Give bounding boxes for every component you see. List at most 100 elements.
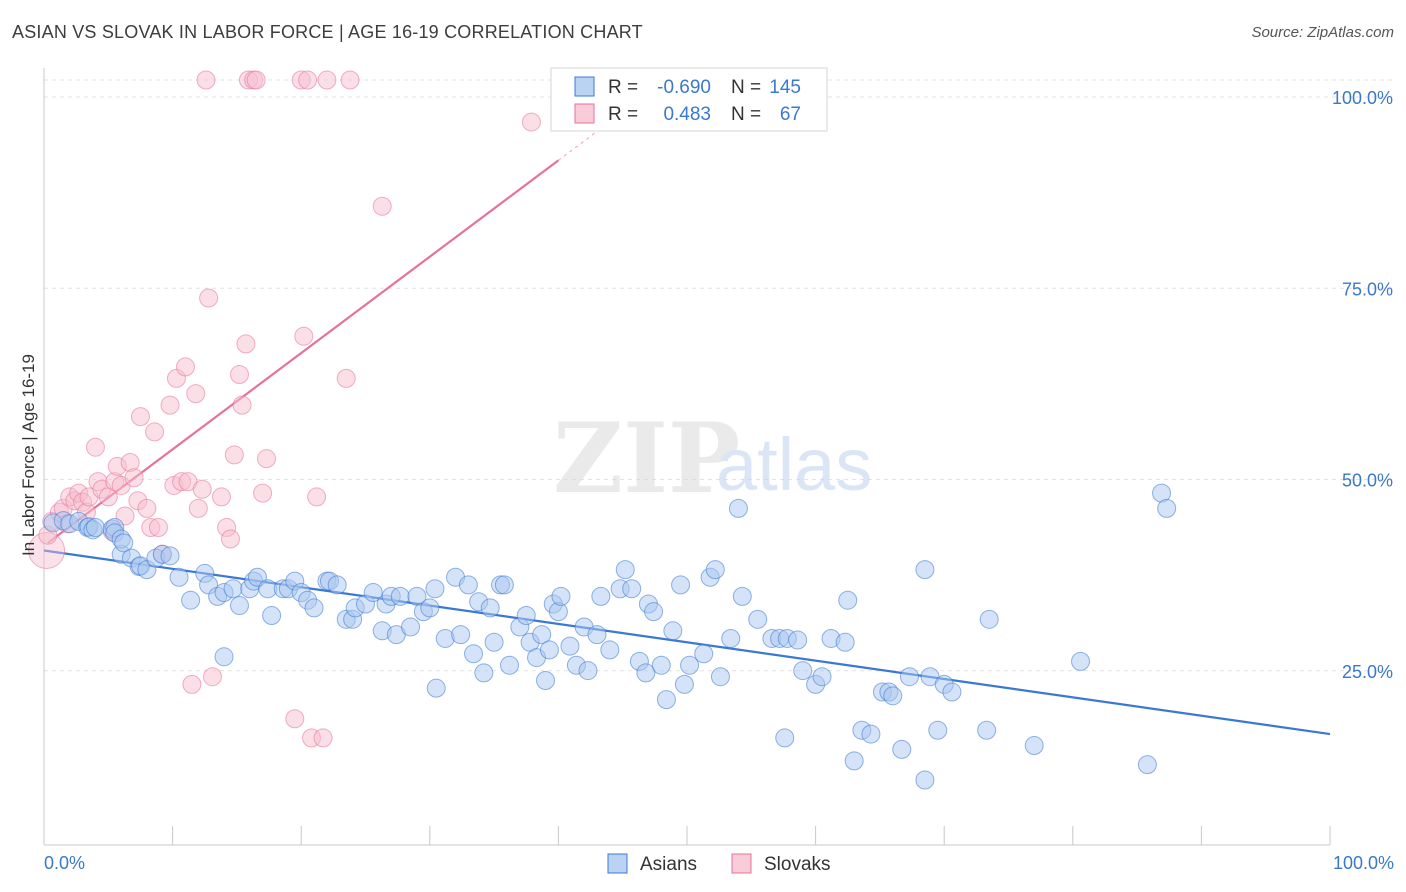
- slovak-point: [372, 196, 392, 216]
- asian-point: [426, 678, 446, 698]
- slovak-point: [256, 449, 276, 469]
- asian-point: [942, 682, 962, 702]
- asian-point: [114, 533, 134, 553]
- slovak-point: [313, 728, 333, 748]
- legend-r-value-asians: -0.690: [657, 77, 711, 98]
- asian-point: [883, 686, 903, 706]
- watermark: ZIP atlas: [553, 402, 872, 515]
- asian-point: [536, 671, 556, 691]
- slovaks-trend-extension: [558, 126, 604, 161]
- asian-point: [532, 625, 552, 645]
- asian-point: [788, 630, 808, 650]
- asian-point: [214, 647, 234, 667]
- slovak-point: [298, 70, 318, 90]
- y-tick-label-75: 75.0%: [1342, 279, 1393, 299]
- legend-r-label-slovaks: R =: [608, 104, 638, 125]
- y-tick-label-50: 50.0%: [1342, 471, 1393, 491]
- asian-point: [928, 720, 948, 740]
- asian-point: [674, 674, 694, 694]
- slovak-point: [232, 395, 252, 415]
- slovak-point: [521, 112, 541, 132]
- slovak-point: [145, 422, 165, 442]
- slovak-point: [182, 674, 202, 694]
- asian-point: [651, 655, 671, 675]
- slovak-point: [199, 288, 219, 308]
- slovak-point: [246, 70, 266, 90]
- legend-n-label-asians: N =: [731, 77, 761, 98]
- legend-n-value-slovaks: 67: [780, 104, 801, 125]
- watermark-zip: ZIP: [553, 402, 740, 515]
- slovak-point: [229, 365, 249, 385]
- asian-point: [793, 661, 813, 681]
- asian-point: [223, 579, 243, 599]
- y-tick-label-100: 100.0%: [1332, 88, 1393, 108]
- asian-point: [425, 579, 445, 599]
- asian-point: [484, 632, 504, 652]
- bottom-legend: Asians Slovaks: [607, 853, 831, 875]
- asian-point: [710, 667, 730, 687]
- asian-point: [615, 560, 635, 580]
- bottom-legend-swatch-slovaks: [731, 853, 752, 874]
- asian-point: [694, 644, 714, 664]
- asian-point: [494, 575, 514, 595]
- slovak-point: [336, 368, 356, 388]
- bottom-legend-swatch-asians: [607, 853, 628, 874]
- slovak-point: [186, 384, 206, 404]
- asian-point: [551, 586, 571, 606]
- slovak-point: [340, 70, 360, 90]
- asian-point: [587, 625, 607, 645]
- asian-point: [977, 720, 997, 740]
- slovak-point: [285, 709, 305, 729]
- asian-point: [861, 724, 881, 744]
- legend-n-value-asians: 145: [769, 77, 801, 98]
- asian-point: [160, 546, 180, 566]
- legend-swatch-asians: [574, 76, 595, 97]
- asian-point: [229, 596, 249, 616]
- legend-box: R = -0.690 N = 145 R = 0.483 N = 67: [550, 67, 828, 132]
- asian-point: [1071, 651, 1091, 671]
- asian-point: [464, 644, 484, 664]
- slovak-point: [124, 468, 144, 488]
- slovak-point: [211, 487, 231, 507]
- asian-point: [85, 518, 105, 538]
- asian-point: [451, 625, 471, 645]
- asian-point: [838, 590, 858, 610]
- asian-point: [363, 583, 383, 603]
- x-tick-label-min: 0.0%: [44, 853, 85, 873]
- asian-point: [516, 606, 536, 625]
- asian-point: [578, 661, 598, 681]
- slovak-point: [294, 326, 314, 346]
- asian-point: [181, 590, 201, 610]
- legend-n-label-slovaks: N =: [731, 104, 761, 125]
- bottom-legend-label-asians: Asians: [640, 854, 697, 875]
- asian-point: [899, 667, 919, 687]
- asian-point: [500, 655, 520, 675]
- asian-point: [775, 728, 795, 748]
- slovak-point: [220, 529, 240, 549]
- slovak-point: [160, 395, 180, 415]
- asian-point: [169, 567, 189, 587]
- y-tick-labels: 25.0% 50.0% 75.0% 100.0%: [1332, 88, 1393, 682]
- asian-point: [680, 655, 700, 675]
- chart-title: ASIAN VS SLOVAK IN LABOR FORCE | AGE 16-…: [12, 22, 643, 42]
- chart-source: Source: ZipAtlas.com: [1251, 24, 1394, 41]
- slovak-point: [196, 70, 216, 90]
- asian-point: [844, 751, 864, 771]
- bottom-legend-label-slovaks: Slovaks: [764, 854, 831, 875]
- slovak-point: [130, 407, 150, 427]
- asian-point: [622, 579, 642, 599]
- asian-point: [812, 667, 832, 687]
- slovaks-points: [28, 70, 613, 748]
- asian-point: [705, 560, 725, 580]
- slovak-point: [317, 70, 337, 90]
- slovak-point: [192, 479, 212, 499]
- asians-points: [43, 483, 1177, 790]
- asian-point: [262, 606, 282, 625]
- slovak-point: [137, 498, 157, 518]
- asian-point: [304, 598, 324, 618]
- slovak-point: [307, 487, 327, 507]
- legend-box-frame: [550, 67, 828, 132]
- slovak-point: [224, 445, 244, 465]
- asian-point: [748, 609, 768, 629]
- slovak-point: [175, 357, 195, 377]
